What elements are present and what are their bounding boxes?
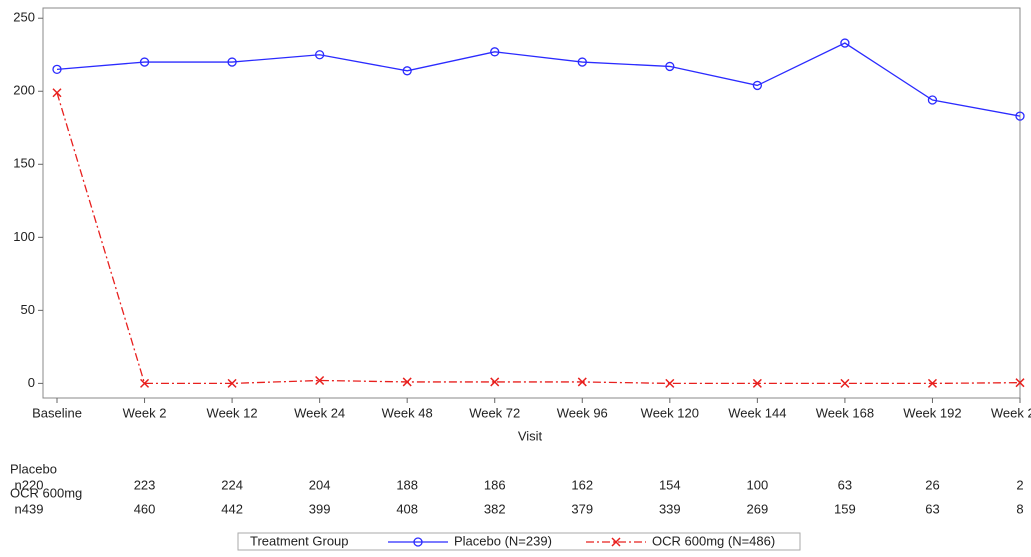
point [927,378,937,388]
x-tick-label: Week 168 [816,405,874,420]
risk-count: 162 [571,477,593,492]
risk-count: 339 [659,501,681,516]
x-tick-label: Week 48 [382,405,433,420]
y-tick-label: 100 [13,229,35,244]
risk-count: 2 [1016,477,1023,492]
legend-marker [611,537,621,547]
risk-count: 100 [747,477,769,492]
x-tick-label: Week 120 [641,405,699,420]
legend-box [237,532,801,551]
point [577,57,587,67]
point [752,80,763,91]
x-tick-label: Week 192 [903,405,961,420]
x-tick-label: Baseline [32,405,82,420]
x-tick-label: Week 144 [728,405,786,420]
risk-count: 63 [838,477,852,492]
point [52,64,62,74]
legend-title: Treatment Group [250,533,349,548]
point [52,88,62,98]
y-tick-label: 0 [28,375,35,390]
point [1015,111,1025,121]
risk-row-label: Placebo [10,461,57,476]
point [665,61,675,72]
x-tick-label: Week 2 [123,405,167,420]
y-tick-label: 250 [13,10,35,25]
y-tick-label: 200 [13,83,35,98]
point [490,377,500,387]
point [315,375,325,386]
y-tick-label: 50 [21,302,35,317]
point [490,47,500,57]
risk-count: 8 [1016,501,1023,516]
point [927,95,938,105]
risk-count: 379 [571,501,593,516]
y-tick-label: 150 [13,156,35,171]
point [314,50,325,60]
risk-count: n439 [15,501,44,516]
risk-count: 223 [134,477,156,492]
risk-count: 188 [396,477,418,492]
point [139,57,150,67]
point [402,377,412,387]
x-tick-label: Week 96 [557,405,608,420]
x-tick-label: Week 12 [207,405,258,420]
series-line [56,42,1021,117]
series-line [56,92,1021,385]
risk-count: 186 [484,477,506,492]
point [840,378,850,388]
legend-label: Placebo (N=239) [454,533,552,548]
risk-count: 224 [221,477,243,492]
risk-count: 159 [834,501,856,516]
x-axis-label: Visit [518,428,543,443]
point [840,38,850,48]
risk-count: n220 [15,477,44,492]
point [665,378,675,388]
risk-count: 408 [396,501,418,516]
risk-count: 26 [925,477,939,492]
point [140,378,150,388]
x-tick-label: Week 216 [991,405,1031,420]
point [752,378,762,388]
risk-count: 154 [659,477,681,492]
risk-count: 382 [484,501,506,516]
point [1015,378,1025,388]
x-tick-label: Week 24 [294,405,345,420]
point [227,378,237,388]
risk-row-label: OCR 600mg [10,485,82,500]
x-tick-label: Week 72 [469,405,520,420]
risk-count: 442 [221,501,243,516]
plot-frame [42,7,1021,399]
risk-count: 269 [747,501,769,516]
legend-marker [413,537,423,547]
risk-count: 63 [925,501,939,516]
point [227,57,237,67]
point [402,66,412,76]
risk-count: 399 [309,501,331,516]
risk-count: 204 [309,477,331,492]
point [577,377,587,387]
risk-count: 460 [134,501,156,516]
legend-label: OCR 600mg (N=486) [652,533,775,548]
